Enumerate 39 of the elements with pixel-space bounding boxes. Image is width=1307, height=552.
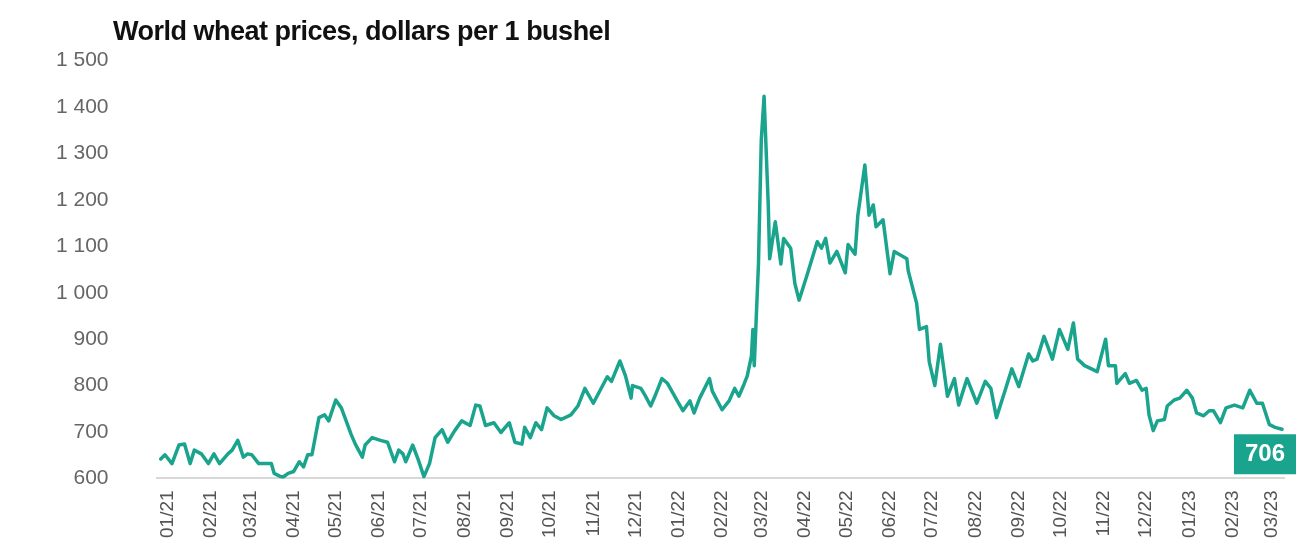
y-tick-label: 1 200 [55, 186, 109, 210]
x-tick-label: 12/22 [1134, 490, 1156, 538]
y-tick-label: 800 [73, 372, 109, 396]
x-tick-label: 02/23 [1221, 490, 1243, 538]
x-tick-label: 06/22 [878, 490, 900, 538]
y-tick-label: 900 [73, 325, 109, 349]
x-tick-label: 11/21 [581, 490, 603, 537]
y-tick-label: 1 300 [55, 140, 109, 164]
x-tick-label: 04/21 [281, 490, 303, 538]
x-tick-label: 03/22 [749, 490, 771, 538]
y-tick-label: 700 [73, 418, 109, 442]
x-tick-label: 01/23 [1177, 490, 1199, 538]
x-tick-label: 07/21 [409, 490, 431, 538]
x-tick-label: 10/22 [1049, 490, 1071, 538]
y-tick-label: 1 500 [55, 47, 109, 71]
x-tick-label: 09/22 [1007, 490, 1029, 538]
x-tick-label: 01/21 [155, 490, 177, 538]
x-tick-label: 06/21 [367, 490, 389, 538]
x-tick-label: 11/22 [1092, 490, 1114, 537]
x-tick-label: 08/21 [452, 490, 474, 538]
y-tick-label: 1 000 [55, 279, 109, 303]
x-tick-label: 07/22 [920, 490, 942, 538]
y-tick-label: 600 [73, 465, 109, 489]
y-tick-label: 1 400 [55, 93, 109, 117]
x-tick-label: 01/22 [666, 490, 688, 538]
chart-title: World wheat prices, dollars per 1 bushel [113, 16, 611, 47]
x-tick-label: 03/23 [1260, 490, 1282, 538]
x-tick-label: 02/21 [199, 490, 221, 538]
x-tick-label: 02/22 [710, 490, 732, 538]
annotation: 706 [1244, 438, 1285, 466]
x-tick-label: 09/21 [496, 490, 518, 538]
x-tick-label: 12/21 [623, 490, 645, 538]
x-tick-label: 10/21 [538, 490, 560, 538]
y-tick-label: 1 100 [55, 233, 109, 257]
x-tick-label: 05/21 [323, 490, 345, 538]
x-tick-label: 03/21 [238, 490, 260, 538]
x-tick-label: 05/22 [834, 490, 856, 538]
x-tick-label: 08/22 [963, 490, 985, 538]
x-tick-label: 04/22 [792, 490, 814, 538]
